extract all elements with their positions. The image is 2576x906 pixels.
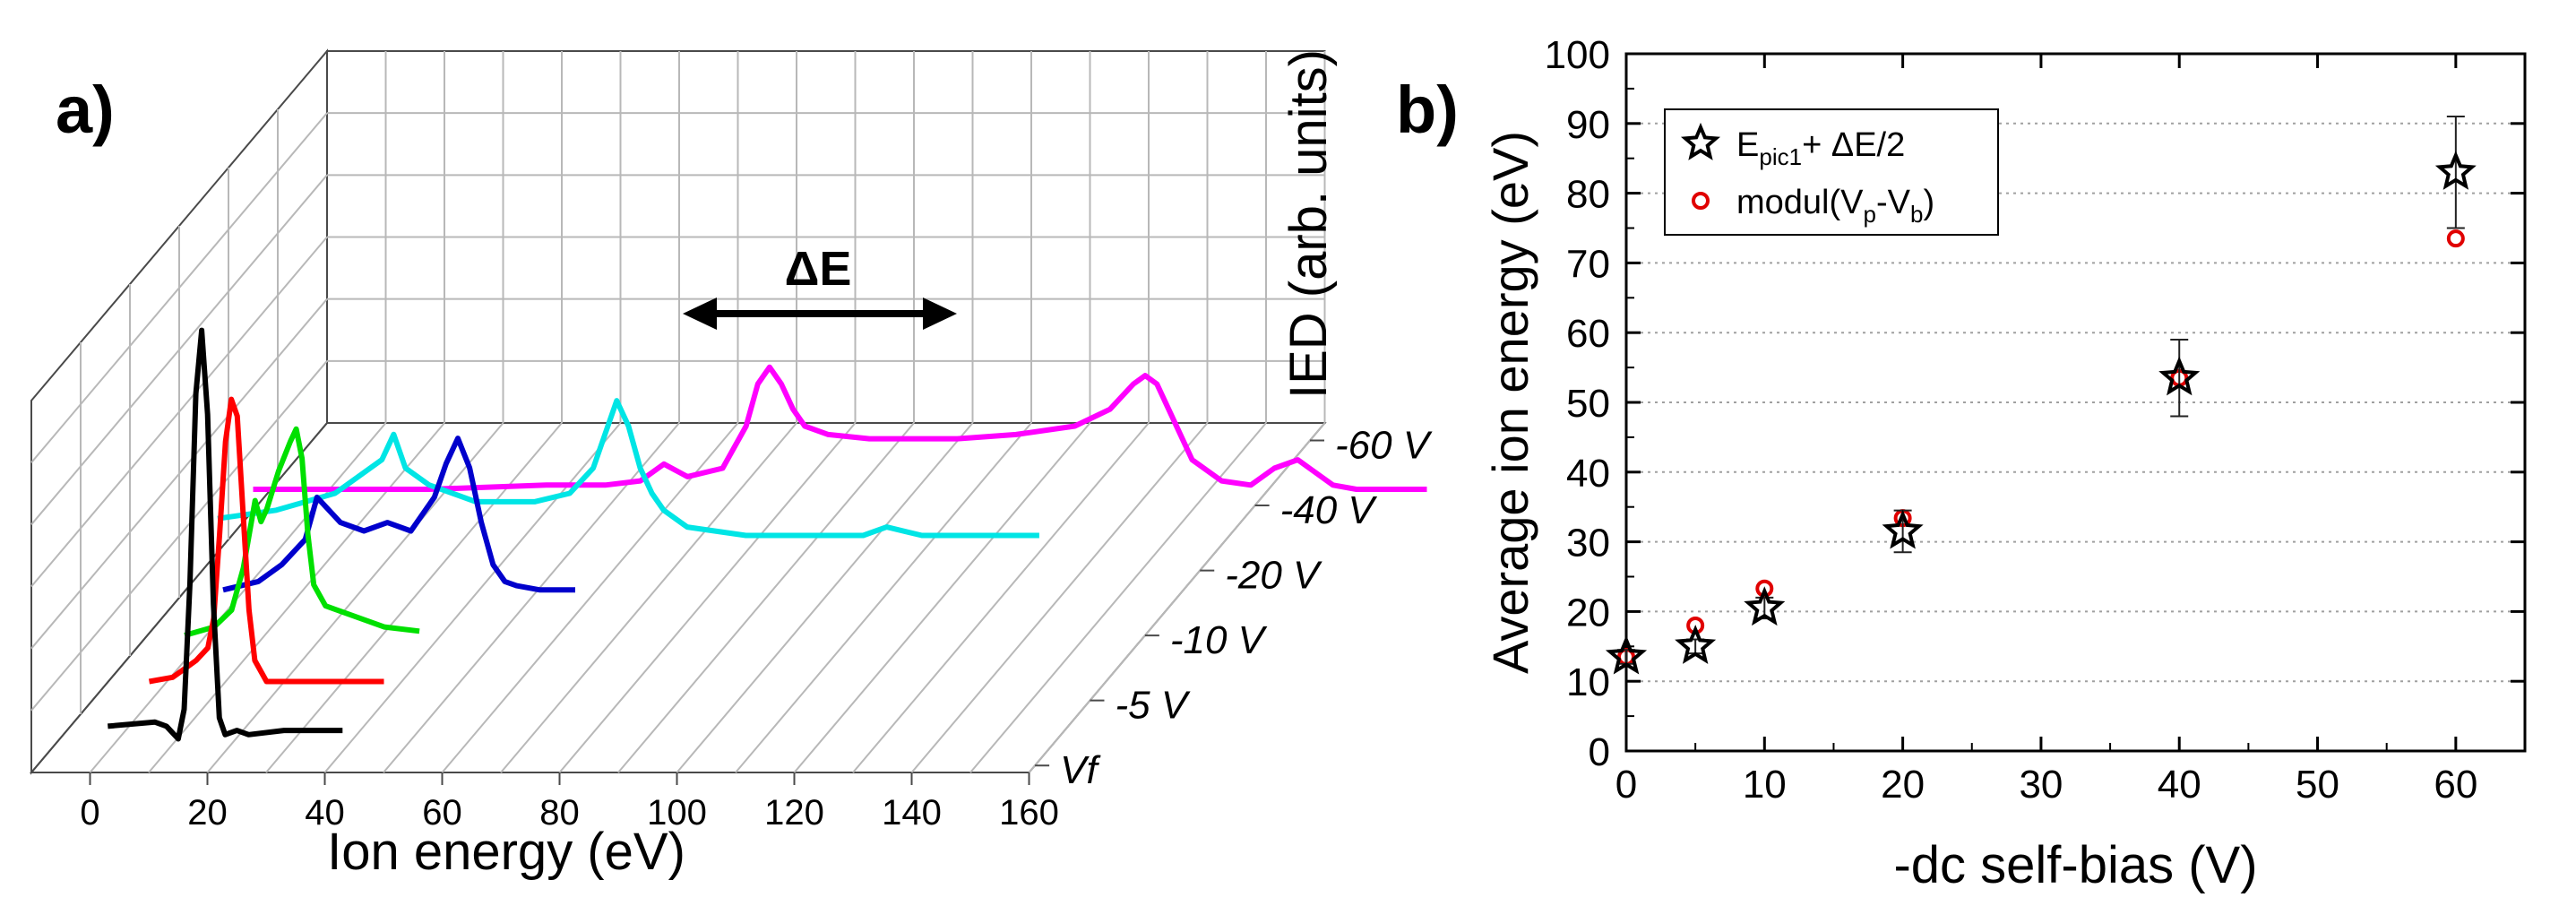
ied-curve--5v <box>148 396 384 685</box>
y-tick-label: 40 <box>1566 452 1610 496</box>
point-epic <box>1744 586 1786 626</box>
left-grid-h <box>30 112 328 463</box>
x-tick-label: 0 <box>80 793 99 833</box>
floor-grid <box>383 422 680 773</box>
x-tick-label: 40 <box>2158 763 2201 807</box>
ied-curve--10v <box>184 426 420 638</box>
x-tick-label: 140 <box>882 793 942 833</box>
depth-tick-label: Vf <box>1060 748 1101 792</box>
floor-grid <box>676 422 974 773</box>
legend-star-marker <box>1680 122 1721 160</box>
floor-grid <box>969 422 1267 773</box>
floor-grid <box>148 422 445 773</box>
floor-grid <box>910 422 1209 773</box>
y-tick-label: 50 <box>1566 382 1610 426</box>
x-axis-label: -dc self-bias (V) <box>1893 836 2257 894</box>
delta-e-arrow <box>683 298 957 330</box>
floor-grid <box>1028 422 1326 773</box>
panel-b-points <box>1605 116 2477 675</box>
legend-label-epic: Epic1+ ΔE/2 <box>1736 126 1905 170</box>
y-tick-label: 0 <box>1589 730 1610 774</box>
point-epic <box>1675 625 1717 664</box>
panel-a-xlabel: Ion energy (eV) <box>327 823 685 881</box>
x-tick-label: 60 <box>422 793 462 833</box>
y-tick-label: 10 <box>1566 660 1610 704</box>
y-tick-label: 70 <box>1566 242 1610 286</box>
y-tick-label: 100 <box>1545 33 1610 77</box>
floor-grid <box>735 422 1032 773</box>
ied-curve-vf <box>108 327 343 742</box>
x-tick-label: 60 <box>2434 763 2477 807</box>
depth-tick-label: -10 V <box>1170 618 1268 662</box>
depth-tick-label: -5 V <box>1115 684 1190 728</box>
legend-box <box>1664 108 1999 236</box>
panel-b-scatter-chart: b) 0 10 20 30 40 50 60 70 80 90 100 0 10 20 30 40 50 60 -d… <box>1396 33 2527 894</box>
point-epic <box>1605 634 1648 675</box>
panel-a-zlabel: IED (arb. units) <box>1279 49 1338 399</box>
point-epic <box>2158 356 2201 396</box>
y-tick-label: 80 <box>1566 173 1610 217</box>
floor-grid <box>206 422 504 773</box>
floor-grid <box>323 422 622 773</box>
x-tick-label: 30 <box>2019 763 2063 807</box>
x-tick-label: 10 <box>1743 763 1787 807</box>
depth-tick-label: -20 V <box>1225 554 1322 598</box>
depth-tick-label: -40 V <box>1280 488 1378 532</box>
floor-grid <box>558 422 857 773</box>
delta-e-label: ΔE <box>785 242 852 296</box>
floor-grid <box>441 422 739 773</box>
legend-label-modul: modul(Vp-Vb) <box>1736 184 1934 228</box>
y-tick-label: 90 <box>1566 103 1610 147</box>
x-tick-label: 0 <box>1615 763 1637 807</box>
y-tick-label: 20 <box>1566 591 1610 634</box>
point-modul <box>2446 229 2465 248</box>
legend-circle-marker <box>1692 192 1710 210</box>
x-tick-label: 100 <box>647 793 707 833</box>
x-tick-label: 20 <box>1881 763 1925 807</box>
depth-tick-label: -60 V <box>1335 424 1433 468</box>
floor-grid <box>617 422 915 773</box>
panel-a-label: a) <box>56 73 115 147</box>
panel-a-curves <box>108 327 1427 742</box>
ied-curve--40v <box>217 398 1039 539</box>
panel-b-legend: Epic1+ ΔE/2 modul(Vp-Vb) <box>1664 108 1999 236</box>
panel-a-walls <box>29 48 1327 775</box>
y-tick-label: 60 <box>1566 312 1610 356</box>
ied-curve--60v <box>253 364 1427 492</box>
floor-grid <box>852 422 1150 773</box>
x-tick-label: 120 <box>764 793 824 833</box>
panel-b-axes: 0 10 20 30 40 50 60 70 80 90 100 0 10 20 30 40 50 60 -dc s… <box>1482 33 2527 894</box>
y-tick-label: 30 <box>1566 522 1610 565</box>
panel-b-label: b) <box>1396 73 1459 147</box>
x-tick-label: 160 <box>999 793 1059 833</box>
y-axis-label: Average ion energy (eV) <box>1482 131 1538 674</box>
floor-grid <box>793 422 1091 773</box>
floor-grid <box>500 422 797 773</box>
floor-grid <box>89 422 387 773</box>
ied-curve--20v <box>222 436 575 593</box>
x-tick-label: 50 <box>2296 763 2339 807</box>
x-tick-label: 20 <box>187 793 228 833</box>
point-epic <box>1882 509 1924 549</box>
point-epic <box>2434 151 2477 190</box>
x-tick-label: 40 <box>305 793 345 833</box>
x-tick-label: 80 <box>539 793 580 833</box>
floor-grid <box>265 422 563 773</box>
panel-a-grid <box>30 51 1326 773</box>
